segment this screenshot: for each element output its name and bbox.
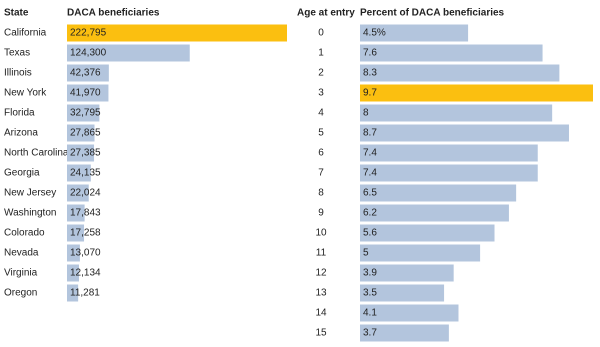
bar (360, 304, 459, 322)
value-label: 124,300 (70, 48, 107, 59)
value-label: 27,385 (70, 148, 101, 159)
value-label: 222,795 (70, 28, 107, 39)
category-header: Age at entry (297, 8, 355, 19)
value-label: 4.1 (363, 308, 377, 319)
bar (360, 124, 569, 142)
category-label: 12 (315, 268, 327, 279)
value-label: 8.3 (363, 68, 377, 79)
bar (67, 24, 287, 42)
bar (67, 124, 95, 142)
bar (360, 244, 481, 262)
value-label: 7.4 (363, 168, 377, 179)
category-label: Illinois (4, 68, 32, 79)
value-label: 12,134 (70, 268, 101, 279)
value-label: 7.4 (363, 148, 377, 159)
category-label: Florida (4, 108, 35, 119)
value-label: 6.5 (363, 188, 377, 199)
bar (360, 64, 560, 82)
category-label: 5 (318, 128, 324, 139)
category-label: Colorado (4, 228, 45, 239)
category-label: 11 (316, 248, 327, 259)
bar (360, 324, 449, 342)
bar (67, 184, 89, 202)
category-label: 13 (315, 288, 327, 299)
value-label: 5.6 (363, 228, 377, 239)
value-label: 41,970 (70, 88, 101, 99)
category-label: 15 (315, 328, 327, 339)
value-label: 8.7 (363, 128, 377, 139)
value-label: 5 (363, 248, 369, 259)
category-label: Washington (4, 208, 56, 219)
bar (67, 64, 109, 82)
category-label: 2 (318, 68, 324, 79)
bar (67, 104, 100, 122)
value-label: 7.6 (363, 48, 377, 59)
category-label: 10 (315, 228, 327, 239)
value-label: 32,795 (70, 108, 101, 119)
category-header: State (4, 8, 29, 19)
bar (360, 164, 538, 182)
value-label: 27,865 (70, 128, 101, 139)
value-label: 9.7 (363, 88, 377, 99)
value-label: 3.7 (363, 328, 377, 339)
bar (360, 104, 553, 122)
bar (67, 84, 109, 102)
category-label: Arizona (4, 128, 38, 139)
bar (67, 44, 190, 62)
value-label: 13,070 (70, 248, 101, 259)
value-label: 17,258 (70, 228, 101, 239)
value-label: 42,376 (70, 68, 101, 79)
value-label: 3.9 (363, 268, 377, 279)
bar (360, 204, 509, 222)
value-label: 11,281 (70, 288, 100, 299)
value-header: Percent of DACA beneficiaries (360, 8, 505, 19)
bar (360, 284, 445, 302)
category-label: North Carolina (4, 148, 69, 159)
category-label: 0 (318, 28, 324, 39)
category-label: 8 (318, 188, 324, 199)
bar (360, 44, 543, 62)
bar (67, 204, 85, 222)
bar (67, 244, 80, 262)
category-label: 14 (315, 308, 327, 319)
category-label: California (4, 28, 47, 39)
bar (360, 24, 469, 42)
category-label: 4 (318, 108, 324, 119)
category-label: 6 (318, 148, 324, 159)
value-label: 8 (363, 108, 369, 119)
bar (67, 144, 95, 162)
category-label: 3 (318, 88, 324, 99)
category-label: New Jersey (4, 188, 56, 199)
value-label: 6.2 (363, 208, 377, 219)
value-label: 3.5 (363, 288, 377, 299)
category-label: New York (4, 88, 47, 99)
category-label: 9 (318, 208, 324, 219)
bar (67, 284, 79, 302)
value-label: 4.5% (363, 28, 386, 39)
category-label: Georgia (4, 168, 40, 179)
category-label: 7 (318, 168, 324, 179)
category-label: Texas (4, 48, 30, 59)
bar (360, 184, 517, 202)
category-label: Oregon (4, 288, 37, 299)
value-label: 24,135 (70, 168, 101, 179)
bar (360, 84, 593, 102)
bar (360, 224, 495, 242)
bar (67, 224, 85, 242)
value-label: 17,843 (70, 208, 101, 219)
value-label: 22,024 (70, 188, 101, 199)
category-label: Nevada (4, 248, 39, 259)
category-label: Virginia (4, 268, 38, 279)
bar (360, 144, 538, 162)
bar (67, 264, 79, 282)
category-label: 1 (318, 48, 324, 59)
value-header: DACA beneficiaries (67, 8, 160, 19)
bar (360, 264, 454, 282)
bar (67, 164, 91, 182)
